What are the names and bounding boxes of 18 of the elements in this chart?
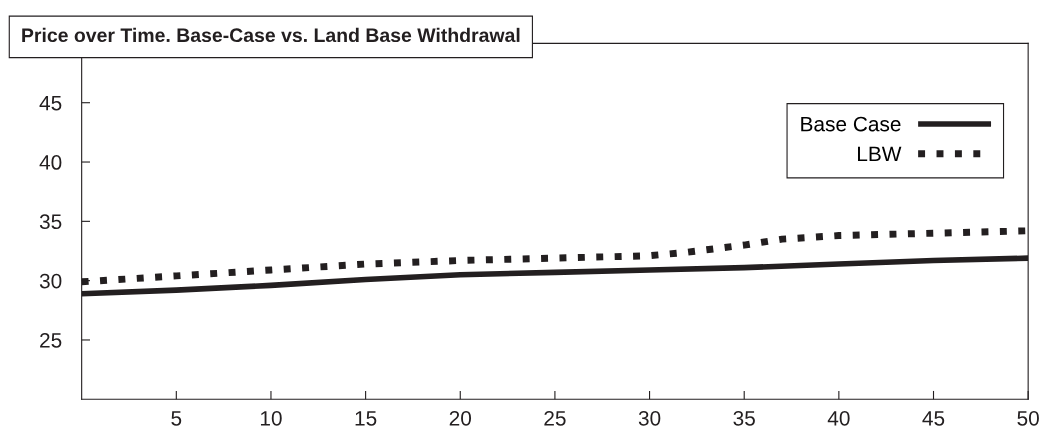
x-tick-label: 10 bbox=[260, 410, 282, 426]
x-tick-label: 20 bbox=[449, 410, 472, 426]
x-tick-label: 50 bbox=[1017, 410, 1039, 426]
x-tick-label: 25 bbox=[544, 410, 566, 426]
y-tick-label: 35 bbox=[39, 214, 62, 230]
x-tick-label: 30 bbox=[638, 410, 661, 426]
x-tick-label: 15 bbox=[355, 411, 377, 426]
y-tick-label: 30 bbox=[39, 273, 62, 289]
x-tick-label: 45 bbox=[922, 411, 945, 426]
x-tick-label: 40 bbox=[827, 410, 850, 426]
legend-label: LBW bbox=[858, 146, 902, 162]
x-tick-label: 35 bbox=[733, 410, 755, 426]
y-tick-label: 45 bbox=[39, 95, 62, 111]
y-tick-label: 25 bbox=[40, 332, 62, 348]
x-tick-label: 5 bbox=[171, 411, 182, 426]
y-tick-label: 40 bbox=[39, 155, 62, 170]
chart-title: Price over Time. Base-Case vs. Land Base Withdrawal bbox=[22, 27, 520, 43]
legend-label: Base Case bbox=[801, 116, 901, 132]
